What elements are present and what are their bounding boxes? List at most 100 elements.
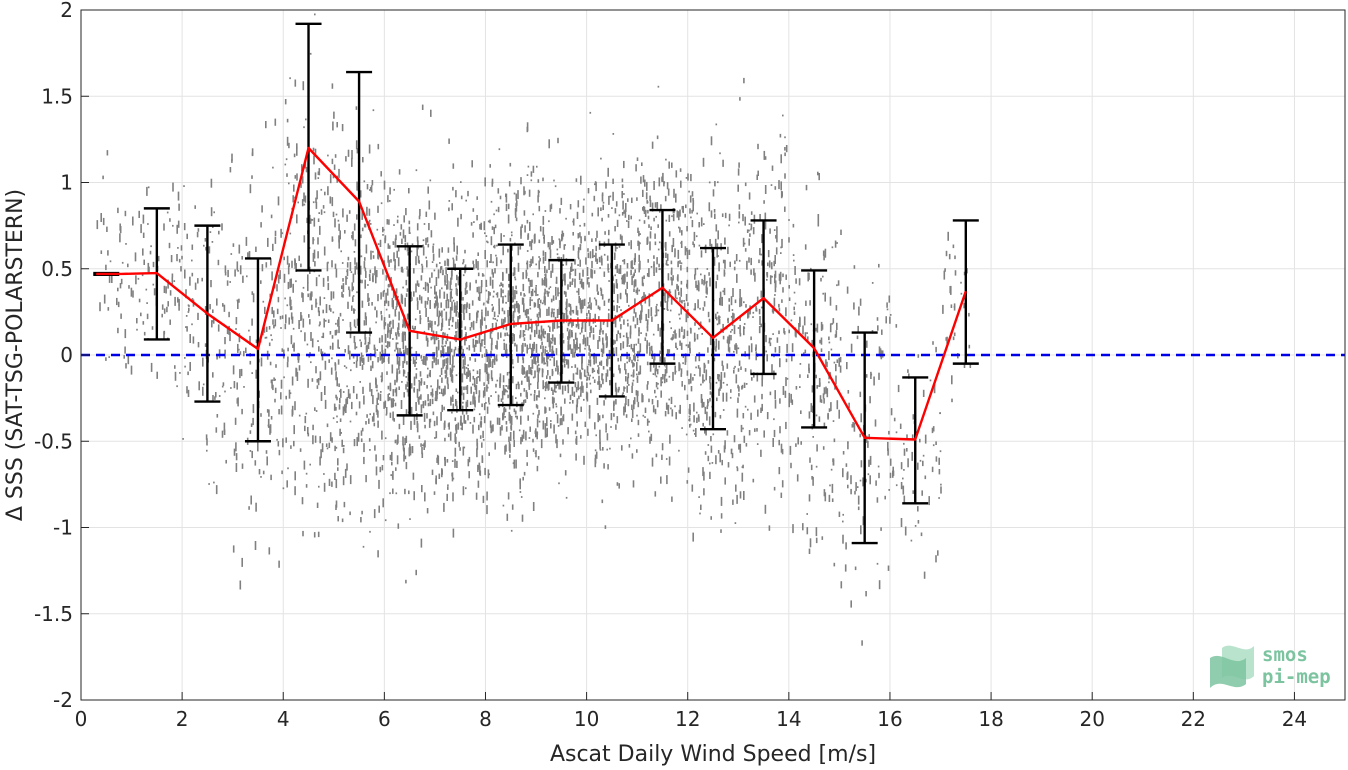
data-point xyxy=(538,312,540,316)
data-point xyxy=(463,304,466,310)
data-point xyxy=(419,381,421,384)
data-point xyxy=(356,437,358,447)
data-point xyxy=(432,245,434,253)
data-point xyxy=(693,243,695,248)
data-point xyxy=(607,238,610,245)
data-point xyxy=(923,571,926,579)
data-point xyxy=(483,416,486,424)
data-point xyxy=(325,443,328,447)
data-point xyxy=(666,475,668,485)
data-point xyxy=(438,248,441,258)
data-point xyxy=(536,365,539,373)
data-point xyxy=(728,334,731,344)
data-point xyxy=(617,330,619,334)
data-point xyxy=(405,208,407,216)
data-point xyxy=(689,195,692,203)
data-point xyxy=(432,243,435,246)
data-point xyxy=(252,404,255,414)
data-point xyxy=(878,346,881,356)
data-point xyxy=(674,329,676,339)
data-point xyxy=(798,323,800,332)
data-point xyxy=(293,184,295,192)
data-point xyxy=(430,286,432,289)
data-point xyxy=(550,203,553,210)
data-point xyxy=(454,302,456,308)
data-point xyxy=(678,313,680,316)
data-point xyxy=(404,437,406,446)
data-point xyxy=(576,337,578,345)
data-point xyxy=(644,337,647,341)
data-point xyxy=(315,302,318,305)
data-point xyxy=(417,240,419,250)
data-point xyxy=(395,387,398,397)
data-point xyxy=(671,336,673,341)
data-point xyxy=(625,369,627,375)
data-point xyxy=(429,322,431,328)
data-point xyxy=(496,319,498,322)
data-point xyxy=(888,430,890,435)
data-point xyxy=(536,395,538,401)
data-point xyxy=(646,181,648,191)
data-point xyxy=(597,369,599,374)
data-point xyxy=(473,264,475,270)
data-point xyxy=(636,157,639,161)
data-point xyxy=(442,348,445,358)
data-point xyxy=(490,254,492,263)
data-point xyxy=(418,382,421,392)
data-point xyxy=(491,337,493,345)
data-point xyxy=(530,241,533,251)
data-point xyxy=(634,269,636,273)
data-point xyxy=(308,314,310,318)
data-point xyxy=(626,319,629,322)
data-point xyxy=(614,242,617,252)
data-point xyxy=(521,224,523,228)
data-point xyxy=(546,353,548,362)
data-point xyxy=(377,143,380,150)
data-point xyxy=(574,382,577,388)
data-point xyxy=(513,334,515,342)
data-point xyxy=(365,421,367,425)
data-point xyxy=(242,275,244,283)
data-point xyxy=(333,164,336,170)
data-point xyxy=(460,181,462,183)
data-point xyxy=(288,142,290,149)
data-point xyxy=(694,322,696,326)
data-point xyxy=(696,212,698,215)
data-point xyxy=(506,332,508,336)
data-point xyxy=(542,226,545,236)
data-point xyxy=(369,219,371,222)
data-point xyxy=(631,382,634,386)
data-point xyxy=(320,209,323,215)
data-point xyxy=(748,223,751,225)
data-point xyxy=(820,399,823,403)
data-point xyxy=(588,376,591,381)
data-point xyxy=(601,373,604,376)
data-point xyxy=(416,331,419,340)
data-point xyxy=(527,165,530,168)
data-point xyxy=(733,367,735,370)
data-point xyxy=(780,443,783,453)
data-point xyxy=(742,427,744,430)
data-point xyxy=(963,362,966,368)
data-point xyxy=(229,167,232,173)
data-point xyxy=(563,363,566,368)
data-point xyxy=(646,418,649,426)
data-point xyxy=(541,341,543,346)
data-point xyxy=(315,410,318,412)
data-point xyxy=(692,429,695,432)
data-point xyxy=(106,150,109,156)
data-point xyxy=(950,304,953,308)
y-tick-label: -0.5 xyxy=(34,429,73,453)
data-point xyxy=(295,368,298,374)
data-point xyxy=(642,282,644,287)
data-point xyxy=(235,317,238,325)
data-point xyxy=(698,244,701,247)
data-point xyxy=(485,402,487,404)
data-point xyxy=(321,336,323,338)
data-point xyxy=(478,413,481,416)
data-point xyxy=(543,300,545,302)
data-point xyxy=(622,341,625,349)
data-point xyxy=(520,415,522,425)
data-point xyxy=(780,181,782,191)
data-point xyxy=(128,285,130,289)
